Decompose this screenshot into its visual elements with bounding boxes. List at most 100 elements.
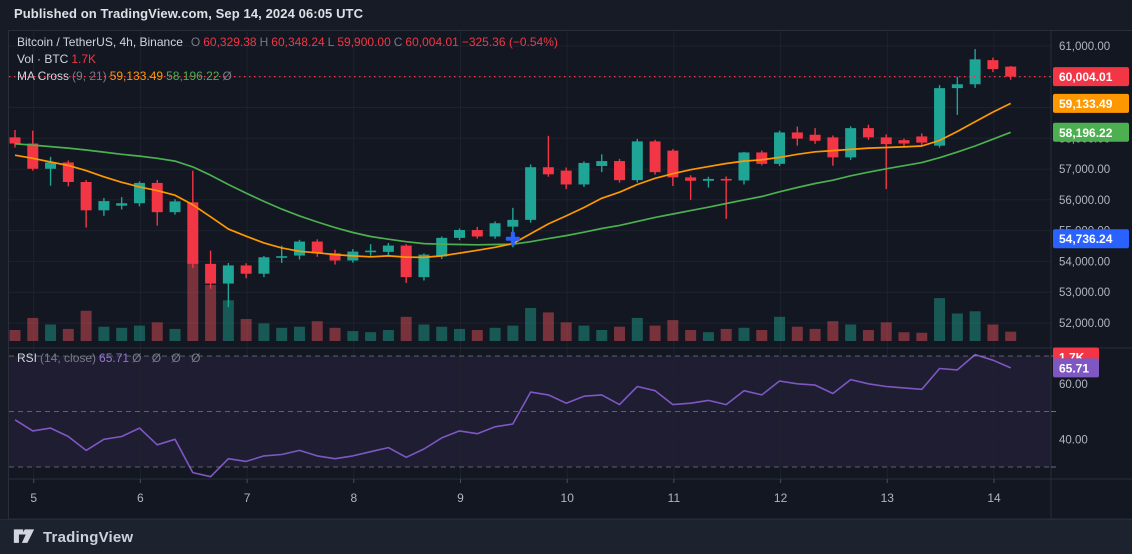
volume-bar — [774, 316, 786, 341]
volume-bar — [293, 326, 305, 341]
chart-canvas[interactable]: 56789101112131461,000.0060,000.0059,000.… — [9, 31, 1132, 520]
legend-symbol-row[interactable]: Bitcoin / TetherUS, 4h, Binance O 60,329.3… — [17, 34, 561, 50]
candle — [987, 60, 999, 70]
volume-bar — [222, 300, 234, 341]
rsi-guides — [9, 355, 1051, 468]
time-label: 7 — [244, 491, 251, 505]
time-label: 9 — [457, 491, 464, 505]
candle — [898, 140, 910, 144]
volume-bar — [418, 324, 430, 341]
svg-text:60,004.01: 60,004.01 — [1059, 70, 1113, 84]
axis-badge — [1053, 358, 1099, 378]
close-label: C — [393, 35, 403, 49]
crosshair-marker — [505, 231, 520, 246]
change-value: −325.36 (−0.54%) — [461, 35, 558, 49]
candle — [525, 167, 537, 220]
high-label: H — [259, 35, 269, 49]
candle — [880, 137, 892, 145]
time-label: 14 — [987, 491, 1001, 505]
time-label: 11 — [668, 491, 681, 505]
volume-bar — [329, 327, 341, 341]
price-axis-label: 61,000.00 — [1059, 41, 1110, 53]
volume-bar — [880, 322, 892, 341]
volume-bar — [151, 322, 163, 341]
candle — [187, 202, 199, 264]
candle — [400, 245, 412, 278]
ma-hidden-value-icon: Ø — [222, 69, 232, 83]
volume-bar — [1005, 331, 1017, 341]
candle — [329, 253, 341, 261]
candle — [151, 182, 163, 213]
volume-bar — [614, 326, 626, 341]
volume-bar — [916, 332, 928, 341]
time-label: 13 — [881, 491, 895, 505]
volume-bar — [542, 312, 554, 341]
volume-bar — [809, 328, 821, 341]
candle — [934, 88, 946, 146]
volume-bar — [951, 313, 963, 341]
ma-slow-value: 58,196.22 — [166, 69, 220, 83]
volume-bar — [667, 320, 679, 341]
volume-bar — [578, 325, 590, 341]
candle — [436, 237, 448, 257]
legend-ma-cross-row[interactable]: MA Cross (9, 21) 59,133.49 58,196.22 Ø — [17, 68, 235, 84]
candle — [240, 265, 252, 274]
volume-bar — [365, 332, 377, 341]
candle — [418, 254, 430, 278]
candle — [774, 132, 786, 164]
volume-bar — [258, 323, 270, 341]
volume-bar — [720, 328, 732, 341]
volume-bar — [9, 330, 21, 341]
high-value: 60,348.24 — [271, 35, 325, 49]
legend-rsi-row[interactable]: RSI (14, close) 65.71 Ø Ø Ø Ø — [17, 350, 203, 366]
candle — [311, 241, 323, 254]
volume-bar — [169, 328, 181, 341]
svg-text:54,736.24: 54,736.24 — [1059, 232, 1113, 246]
candle — [80, 182, 92, 211]
tradingview-link[interactable]: TradingView — [13, 527, 133, 547]
candle — [454, 230, 465, 238]
time-axis[interactable]: 5 6 7 8 9 10 11 12 13 14 — [9, 479, 1051, 519]
volume-bar — [454, 328, 465, 341]
ma-fast-value: 59,133.49 — [109, 69, 164, 83]
candle — [560, 170, 572, 185]
legend-volume-row[interactable]: Vol · BTC 1.7K — [17, 51, 99, 67]
volume-bar — [80, 310, 92, 341]
chart-widget: 56789101112131461,000.0060,000.0059,000.… — [8, 30, 1132, 520]
volume-bar — [116, 327, 128, 341]
published-caption: Published on TradingView.com, Sep 14, 20… — [14, 6, 364, 21]
time-label: 6 — [137, 491, 144, 505]
candle — [845, 128, 857, 158]
candle — [9, 137, 21, 144]
volume-bar — [489, 327, 501, 341]
volume-bar — [45, 324, 57, 341]
candle — [382, 245, 394, 252]
volume-bar — [702, 332, 714, 341]
volume-bar — [791, 326, 803, 341]
volume-bar — [240, 319, 252, 341]
volume-bar — [471, 330, 483, 341]
volume-bar — [347, 331, 359, 341]
candle — [222, 265, 234, 284]
svg-text:58,196.22: 58,196.22 — [1059, 126, 1113, 140]
axis-badge — [1053, 229, 1129, 249]
volume-bar — [276, 327, 288, 341]
volume-bar — [898, 332, 910, 341]
candle — [809, 134, 821, 141]
volume-bar — [27, 317, 39, 341]
volume-label: Vol · BTC — [17, 52, 69, 66]
volume-bar — [187, 259, 199, 341]
low-label: L — [327, 35, 335, 49]
price-axis-label: 56,000.00 — [1059, 195, 1110, 207]
volume-bar — [649, 325, 661, 341]
candle — [133, 182, 145, 204]
volume-bar — [631, 317, 643, 341]
volume-bar — [596, 330, 608, 341]
rsi-axis-label: 60.00 — [1059, 379, 1088, 391]
axis-badges: 1.7K60,004.0159,133.4958,196.2254,736.24… — [1053, 67, 1129, 378]
candle — [631, 141, 643, 181]
ma-cross-params: (9, 21) — [72, 69, 107, 83]
candle — [27, 143, 39, 169]
volume-bars — [9, 259, 1017, 341]
rsi-params: (14, close) — [40, 351, 97, 365]
